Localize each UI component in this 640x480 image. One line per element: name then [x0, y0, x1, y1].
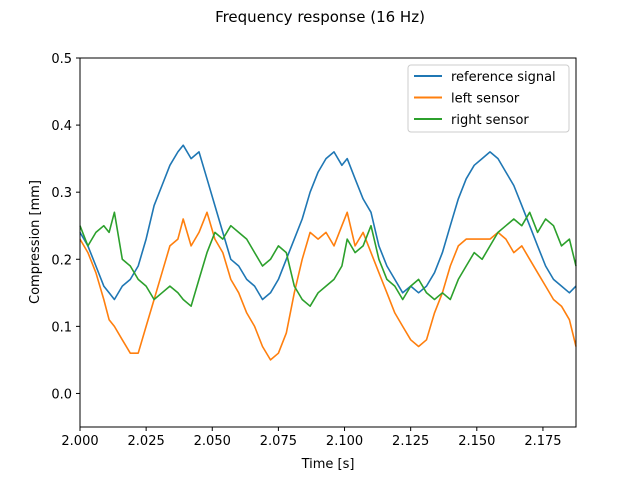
x-axis-title: Time [s] — [301, 457, 355, 472]
x-tick-label: 2.125 — [392, 434, 429, 449]
series-line-reference-signal — [79, 144, 577, 301]
plot-frame — [79, 57, 577, 428]
y-tick-label: 0.5 — [51, 52, 72, 67]
x-axis-ticks: 2.000 2.025 2.050 2.075 2.100 2.125 2.150 2.175 — [61, 427, 562, 449]
y-tick-label: 0.2 — [51, 253, 72, 268]
x-tick-label: 2.175 — [524, 434, 561, 449]
legend: reference signal left sensor right sensor — [407, 64, 570, 133]
legend-box — [407, 64, 570, 133]
x-tick-label: 2.050 — [194, 434, 231, 449]
x-tick-label: 2.150 — [458, 434, 495, 449]
x-tick-label: 2.075 — [260, 434, 297, 449]
x-tick-label: 2.025 — [128, 434, 165, 449]
y-tick-label: 0.3 — [51, 186, 72, 201]
legend-label: reference signal — [451, 70, 556, 85]
y-axis-title: Compression [mm] — [28, 180, 43, 304]
x-tick-label: 2.100 — [326, 434, 363, 449]
series-line-left-sensor — [79, 211, 577, 361]
x-tick-label: 2.000 — [61, 434, 98, 449]
legend-label: left sensor — [451, 92, 520, 107]
y-tick-label: 0.1 — [51, 320, 72, 335]
legend-label: right sensor — [451, 113, 529, 128]
y-tick-label: 0.4 — [51, 119, 72, 134]
chart-title: Frequency response (16 Hz) — [215, 8, 425, 26]
series-line-right-sensor — [79, 211, 577, 308]
y-tick-label: 0.0 — [51, 387, 72, 402]
series-layer — [79, 144, 577, 361]
y-axis-ticks: 0.0 0.1 0.2 0.3 0.4 0.5 — [51, 52, 80, 402]
